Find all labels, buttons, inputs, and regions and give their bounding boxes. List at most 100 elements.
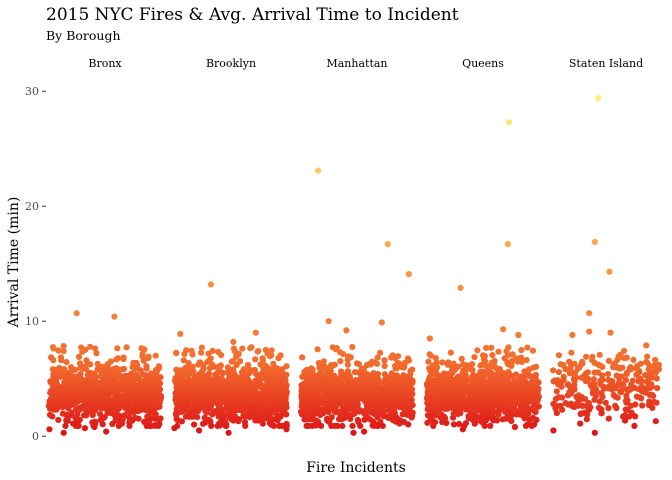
data-point bbox=[480, 408, 488, 415]
data-point bbox=[172, 374, 179, 382]
data-point bbox=[188, 409, 195, 417]
data-point-outlier bbox=[315, 167, 322, 174]
data-point bbox=[86, 381, 93, 388]
data-point bbox=[358, 372, 365, 379]
data-point bbox=[610, 361, 617, 368]
data-point bbox=[644, 353, 651, 360]
data-point bbox=[525, 410, 532, 417]
data-point bbox=[376, 391, 383, 398]
data-point bbox=[432, 354, 439, 362]
data-point bbox=[374, 354, 381, 361]
data-point bbox=[277, 352, 284, 359]
data-point bbox=[75, 406, 82, 413]
data-point bbox=[404, 355, 412, 362]
data-point bbox=[553, 388, 560, 395]
data-point bbox=[401, 373, 408, 380]
data-point bbox=[226, 385, 233, 393]
data-point bbox=[228, 358, 235, 365]
data-point-outlier bbox=[230, 338, 237, 345]
data-point bbox=[120, 354, 127, 361]
data-point bbox=[49, 344, 57, 351]
data-point bbox=[477, 395, 484, 402]
data-point bbox=[649, 374, 656, 381]
data-point bbox=[150, 401, 157, 408]
data-point bbox=[140, 384, 147, 391]
data-point bbox=[147, 383, 154, 391]
data-point bbox=[318, 380, 326, 387]
data-point bbox=[181, 351, 188, 358]
data-point bbox=[648, 391, 656, 398]
data-point bbox=[591, 380, 598, 387]
data-point bbox=[77, 364, 84, 371]
data-point bbox=[259, 385, 266, 392]
data-point bbox=[575, 392, 582, 399]
data-point bbox=[299, 373, 306, 380]
facet-label: Brooklyn bbox=[206, 57, 256, 70]
data-point bbox=[521, 392, 528, 399]
data-point bbox=[605, 405, 612, 412]
data-point bbox=[386, 394, 393, 401]
data-point bbox=[316, 371, 323, 378]
data-point bbox=[217, 397, 224, 404]
data-point bbox=[334, 378, 341, 385]
data-point bbox=[201, 399, 208, 406]
data-point bbox=[236, 416, 243, 423]
data-point-outlier bbox=[111, 313, 118, 320]
data-point bbox=[447, 383, 454, 390]
data-point bbox=[587, 404, 594, 411]
data-point bbox=[314, 388, 321, 395]
data-point bbox=[559, 406, 566, 413]
data-point bbox=[64, 380, 71, 387]
data-point bbox=[391, 393, 398, 401]
data-point bbox=[87, 404, 94, 411]
data-point bbox=[266, 394, 273, 401]
data-point bbox=[146, 417, 153, 424]
data-point bbox=[242, 397, 249, 404]
data-point bbox=[114, 381, 121, 388]
data-point bbox=[252, 381, 259, 388]
data-point-outlier bbox=[515, 331, 522, 339]
data-point bbox=[195, 361, 202, 368]
data-point bbox=[272, 382, 279, 389]
data-point bbox=[273, 408, 280, 415]
data-point bbox=[301, 368, 308, 375]
data-point bbox=[268, 352, 275, 359]
data-point bbox=[401, 393, 408, 400]
data-point-outlier bbox=[607, 329, 614, 336]
data-point bbox=[67, 374, 74, 381]
data-point bbox=[231, 391, 238, 398]
data-point bbox=[431, 405, 438, 412]
data-point bbox=[314, 393, 321, 400]
data-point bbox=[488, 360, 495, 367]
data-point bbox=[651, 398, 658, 405]
data-point bbox=[194, 414, 201, 421]
data-point bbox=[126, 422, 133, 429]
data-point bbox=[267, 410, 274, 417]
data-point bbox=[143, 365, 150, 372]
data-point-outlier bbox=[46, 426, 53, 433]
data-point bbox=[568, 349, 575, 356]
data-point bbox=[120, 365, 128, 373]
data-point bbox=[533, 363, 540, 370]
data-point bbox=[432, 389, 439, 396]
data-point bbox=[62, 422, 69, 429]
data-point bbox=[450, 421, 458, 428]
data-point bbox=[266, 420, 273, 427]
data-point bbox=[110, 407, 117, 414]
data-point bbox=[65, 405, 72, 412]
data-point bbox=[559, 394, 566, 401]
data-point bbox=[146, 404, 153, 411]
data-point bbox=[157, 415, 164, 422]
data-point bbox=[631, 422, 638, 429]
data-point bbox=[355, 387, 362, 394]
data-point bbox=[94, 360, 101, 367]
data-point bbox=[344, 361, 351, 368]
data-point bbox=[349, 403, 356, 410]
data-point bbox=[217, 379, 224, 386]
data-point bbox=[209, 411, 216, 418]
data-point bbox=[64, 417, 71, 424]
data-point bbox=[196, 371, 203, 378]
data-point bbox=[314, 346, 321, 353]
data-point bbox=[425, 358, 432, 365]
